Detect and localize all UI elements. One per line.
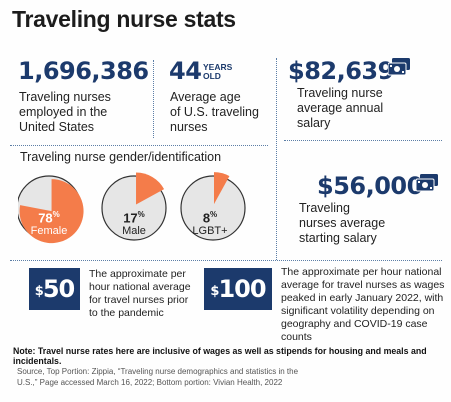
source-line: U.S.,” Page accessed March 16, 2022; Bot…	[17, 377, 283, 387]
starting-salary-label-line: Traveling	[299, 201, 350, 215]
divider	[153, 60, 155, 138]
employed-label-line: United States	[19, 120, 95, 134]
currency-symbol: $	[210, 284, 219, 299]
hourly-50-desc-line: The approximate per	[89, 268, 186, 280]
hourly-50-value: 50	[42, 275, 75, 303]
divider	[10, 260, 442, 262]
pie-label-lgbt: 8% LGBT+	[185, 210, 235, 237]
pie-base-lgbt	[180, 175, 246, 241]
annual-salary-value: $82,639	[288, 57, 394, 85]
lgbt-label: LGBT+	[192, 225, 228, 238]
pie-label-male: 17% Male	[112, 210, 156, 237]
employed-label-line: Traveling nurses	[19, 90, 111, 104]
money-icon	[416, 174, 438, 192]
employed-label-line: employed in the	[19, 105, 108, 119]
starting-salary-label-line: nurses average	[299, 216, 386, 230]
male-pct: 17	[123, 210, 138, 226]
hourly-100-desc-line: average for travel nurses as wages	[281, 279, 445, 291]
lgbt-pct: 8	[202, 210, 211, 226]
divider	[10, 145, 268, 147]
source: Source, Top Portion: Zippia, “Traveling …	[17, 367, 317, 388]
starting-salary-label: Traveling nurses average starting salary	[299, 201, 385, 246]
age-label-line: nurses	[170, 120, 208, 134]
gender-heading: Traveling nurse gender/identification	[20, 150, 222, 164]
hourly-50-badge: $50	[29, 268, 80, 310]
hourly-100-desc: The approximate per hour national averag…	[281, 266, 451, 344]
currency-symbol: $	[34, 284, 44, 299]
annual-salary-label-line: salary	[297, 116, 331, 130]
annual-salary-label-line: Traveling nurse	[297, 86, 383, 100]
hourly-100-desc-line: The approximate per hour national	[281, 266, 442, 278]
divider	[276, 58, 278, 260]
page-title: Traveling nurse stats	[12, 6, 236, 32]
employed-label: Traveling nurses employed in the United …	[19, 90, 111, 135]
hourly-100-desc-line: significant volatility depending on	[281, 305, 435, 317]
employed-count: 1,696,386	[18, 57, 149, 85]
hourly-100-desc-line: geography and COVID-19 case counts	[281, 318, 428, 343]
hourly-50-desc-line: to the pandemic	[89, 307, 164, 319]
female-label: Female	[30, 225, 68, 238]
source-line: Source, Top Portion: Zippia, “Traveling …	[17, 367, 299, 376]
pie-slice-lgbt	[213, 172, 230, 205]
hourly-50-desc-line: hour national average	[89, 281, 191, 293]
pie-slice-female	[19, 179, 84, 244]
age-value: 44	[169, 57, 202, 85]
gender-pies	[18, 172, 246, 244]
hourly-100-desc-line: peaked in early January 2022, with	[281, 292, 444, 304]
male-label: Male	[122, 225, 146, 238]
starting-salary-label-line: starting salary	[299, 231, 377, 245]
money-icon	[388, 58, 410, 76]
age-unit-line: YEARS	[203, 62, 233, 72]
hourly-100-value: 100	[218, 275, 266, 303]
pie-slice-male	[136, 172, 165, 205]
age-unit: YEARS OLD	[203, 63, 232, 81]
starting-salary-value: $56,000	[317, 172, 423, 200]
age-unit-line: OLD	[203, 71, 221, 81]
divider	[284, 140, 442, 142]
hourly-50-desc: The approximate per hour national averag…	[89, 268, 191, 320]
hourly-100-badge: $100	[204, 268, 272, 310]
age-label: Average age of U.S. traveling nurses	[170, 90, 259, 135]
female-pct: 78	[38, 210, 53, 226]
age-label-line: Average age	[170, 90, 241, 104]
pie-label-female: 78% Female	[27, 210, 71, 237]
age-label-line: of U.S. traveling	[170, 105, 259, 119]
note: Note: Travel nurse rates here are inclus…	[13, 346, 427, 366]
annual-salary-label-line: average annual	[297, 101, 384, 115]
annual-salary-label: Traveling nurse average annual salary	[297, 86, 383, 131]
hourly-50-desc-line: for travel nurses prior	[89, 294, 189, 306]
